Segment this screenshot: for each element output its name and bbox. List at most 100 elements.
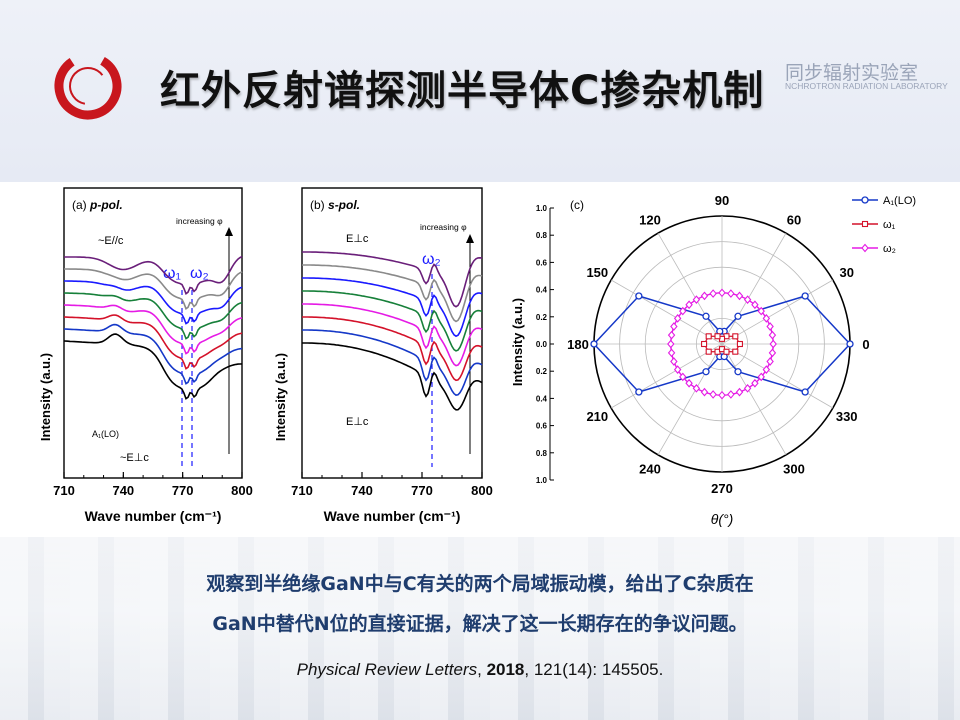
spectrum-curve <box>302 316 483 382</box>
panel-b-frame <box>301 187 483 479</box>
radial-tick-label: 0.8 <box>536 449 548 458</box>
radial-tick-label: 1.0 <box>536 204 548 213</box>
w2-point <box>667 330 676 340</box>
slide-header: 红外反射谱探测半导体C掺杂机制 同步辐射实验室 NCHROTRON RADIAT… <box>0 0 960 182</box>
w1-point <box>732 348 739 355</box>
w2-point <box>685 378 693 388</box>
panel-a-xlabel: Wave number (cm⁻¹) <box>85 508 222 524</box>
figure-area: Intensity (a.u.) 710 740 770 800 Wave numbe… <box>0 182 960 537</box>
citation-journal: Physical Review Letters <box>296 660 478 679</box>
panel-b-w2: ω₂ <box>422 251 441 268</box>
panel-a-chart: Intensity (a.u.) 710 740 770 800 Wave numbe… <box>38 187 253 524</box>
lab-name-en: NCHROTRON RADIATION LABORATORY <box>785 81 948 91</box>
w2-point <box>751 378 759 388</box>
legend-entry: ω₁ <box>883 219 896 231</box>
x-tick-label: 710 <box>291 483 313 498</box>
spectrum-curve <box>63 323 243 385</box>
panel-c-label: (c) <box>570 198 584 212</box>
w2-point <box>757 306 765 316</box>
panel-a-w2: ω₂ <box>190 265 209 282</box>
w2-point <box>709 390 717 399</box>
w2-point <box>743 295 752 305</box>
angle-tick-label: 30 <box>839 265 853 280</box>
angle-tick-label: 120 <box>639 212 661 227</box>
lab-name-cn: 同步辐射实验室 <box>785 62 919 84</box>
w1-point <box>705 333 712 340</box>
spectrum-curve <box>64 268 243 310</box>
w2-point <box>670 322 678 331</box>
spectrum-curve <box>302 290 483 352</box>
radial-tick-label: 0.2 <box>536 367 548 376</box>
panel-c-xlabel: θ(°) <box>711 511 734 527</box>
w2-point <box>679 306 687 316</box>
w2-point <box>718 390 726 400</box>
spectrum-curve <box>302 277 483 338</box>
spectrum-curve <box>302 264 483 323</box>
panel-b-ylabel: Intensity (a.u.) <box>273 353 288 441</box>
w2-point <box>768 348 777 358</box>
a1lo-point <box>702 368 710 376</box>
footer-banner <box>0 537 960 720</box>
spectrum-curve <box>302 342 483 411</box>
citation-rest: , 121(14): 145505. <box>524 660 664 679</box>
w1-point <box>723 348 730 355</box>
w2-point <box>692 295 701 305</box>
angle-tick-label: 150 <box>586 265 608 280</box>
citation: Physical Review Letters, 2018, 121(14): … <box>296 660 664 679</box>
a1lo-point <box>635 292 643 300</box>
w1-point <box>736 340 743 348</box>
panel-c-chart: Intensity (a.u.) (c) 0 30 60 90 120 150 180 210… <box>510 193 916 527</box>
angle-tick-label: 270 <box>711 481 733 496</box>
a1lo-point <box>702 312 710 320</box>
panel-b-chart: Intensity (a.u.) 710 740 770 800 Wave numbe… <box>273 187 493 524</box>
x-tick-label: 710 <box>53 483 75 498</box>
w2-point <box>751 300 759 310</box>
panel-a-bottom-label: ~E⊥c <box>120 452 149 464</box>
a1lo-point <box>801 388 809 396</box>
panel-a-ylabel: Intensity (a.u.) <box>38 353 53 441</box>
spectrum-curve <box>302 251 483 308</box>
radial-tick-label: 0.6 <box>536 422 548 431</box>
angle-tick-label: 240 <box>639 462 661 477</box>
x-tick-label: 800 <box>231 483 253 498</box>
w2-point <box>692 383 701 393</box>
w1-point <box>701 340 708 348</box>
a1lo-point <box>801 292 809 300</box>
legend-entry: A₁(LO) <box>883 195 916 207</box>
panel-b-bottom-label: E⊥c <box>346 416 369 428</box>
w2-point <box>700 291 709 301</box>
panel-a-w1: ω₁ <box>163 265 181 282</box>
a1lo-point <box>846 340 854 348</box>
angle-tick-label: 330 <box>836 409 858 424</box>
panel-a-top-label: ~E//c <box>98 235 124 247</box>
x-tick-label: 770 <box>172 483 194 498</box>
w2-point <box>667 339 675 349</box>
radial-tick-label: 0.0 <box>536 340 548 349</box>
conclusion-line-2: GaN中替代N位的直接证据，解决了这一长期存在的争议问题。 <box>212 613 748 635</box>
w2-point <box>769 339 777 349</box>
w2-point <box>673 365 682 374</box>
angle-tick-label: 0 <box>862 337 869 352</box>
x-tick-label: 740 <box>351 483 373 498</box>
w1-point <box>732 333 739 340</box>
radial-tick-label: 0.4 <box>536 286 548 295</box>
conclusion-line-1: 观察到半绝缘GaN中与C有关的两个局域振动模，给出了C杂质在 <box>206 573 754 595</box>
panel-c-ylabel: Intensity (a.u.) <box>510 298 525 386</box>
panel-b-increasing: increasing φ <box>420 222 467 232</box>
panel-b-xlabel: Wave number (cm⁻¹) <box>324 508 461 524</box>
panel-a-frame <box>63 187 243 479</box>
spectrum-curve <box>63 292 243 340</box>
spectrum-curve <box>63 333 243 400</box>
w2-point <box>667 348 676 358</box>
angle-tick-label: 60 <box>787 212 801 227</box>
a1lo-point <box>734 368 742 376</box>
radial-tick-label: 1.0 <box>536 476 548 485</box>
w2-point <box>673 314 682 323</box>
w2-point <box>735 387 744 397</box>
panel-a-mode-label: A₁(LO) <box>92 429 119 439</box>
x-tick-label: 740 <box>112 483 134 498</box>
w2-point <box>709 289 717 298</box>
spectrum-curve <box>302 303 483 367</box>
radial-tick-label: 0.4 <box>536 394 548 403</box>
a1lo-point <box>635 388 643 396</box>
